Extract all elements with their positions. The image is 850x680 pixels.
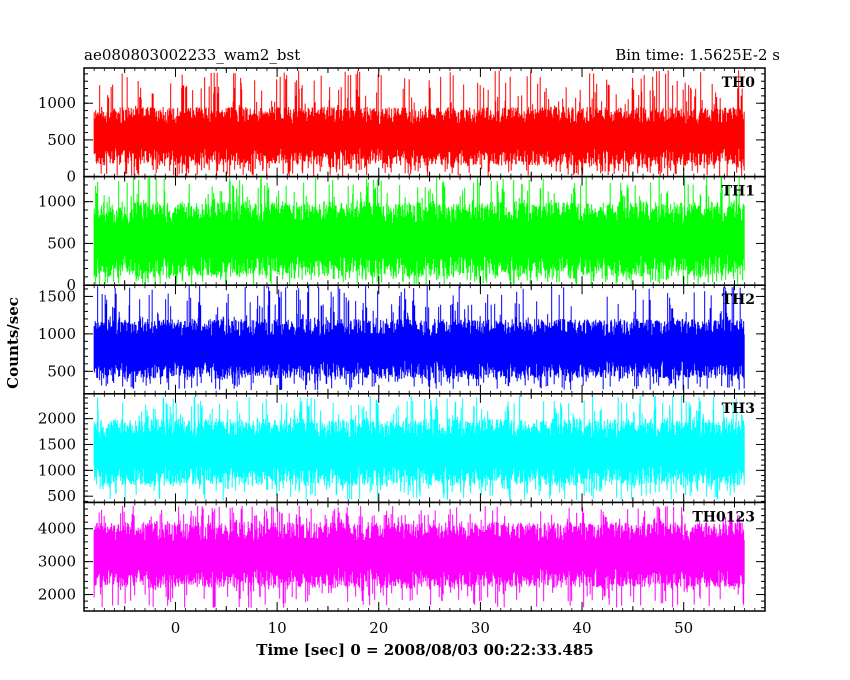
x-tick-label: 40 <box>572 619 591 637</box>
panel-label: TH3 <box>722 401 755 417</box>
series-th3 <box>93 395 745 501</box>
panel-frame <box>83 501 766 612</box>
panel-th0123: 2000 3000 4000 TH0123 <box>38 501 766 612</box>
panel-label: TH0123 <box>692 509 755 525</box>
panel-label: TH2 <box>722 292 755 308</box>
y-axis-label: Counts/sec <box>4 297 22 389</box>
y-tick-label: 500 <box>47 487 76 505</box>
panels-group: 0 500 1000 TH0 0 500 1000 TH1 500 1000 1500 TH2 500 1… <box>38 67 766 612</box>
panel-th2: 500 1000 1500 TH2 <box>38 284 766 395</box>
x-tick-label: 30 <box>471 619 490 637</box>
panel-th3: 500 1000 1500 2000 TH3 <box>38 393 766 505</box>
panel-th0: 0 500 1000 TH0 <box>38 67 766 186</box>
series-th2 <box>93 285 745 390</box>
x-axis-label: Time [sec] 0 = 2008/08/03 00:22:33.485 <box>256 641 593 659</box>
y-tick-label: 1000 <box>38 461 76 479</box>
x-tick-label: 0 <box>171 619 181 637</box>
x-tick-label: 50 <box>674 619 693 637</box>
y-tick-label: 500 <box>47 131 76 149</box>
y-tick-label: 500 <box>47 362 76 380</box>
y-tick-label: 1500 <box>38 435 76 453</box>
y-tick-label: 1000 <box>38 94 76 112</box>
y-tick-label: 4000 <box>38 520 76 538</box>
chart-title: ae080803002233_wam2_bst <box>84 46 300 64</box>
y-tick-label: 2000 <box>38 410 76 428</box>
x-tick-label: 10 <box>268 619 287 637</box>
y-tick-label: 2000 <box>38 586 76 604</box>
series-th0 <box>93 70 745 177</box>
panel-th1: 0 500 1000 TH1 <box>38 175 766 294</box>
panel-label: TH0 <box>722 75 756 91</box>
y-tick-label: 1500 <box>38 287 76 305</box>
y-tick-label: 500 <box>47 234 76 252</box>
y-tick-label: 1000 <box>38 325 76 343</box>
chart-subtitle: Bin time: 1.5625E-2 s <box>615 46 780 64</box>
y-tick-label: 0 <box>66 276 76 294</box>
x-tick-label: 20 <box>369 619 388 637</box>
y-tick-label: 0 <box>66 168 76 186</box>
y-tick-label: 1000 <box>38 193 76 211</box>
y-tick-label: 3000 <box>38 553 76 571</box>
series-th1 <box>93 176 745 286</box>
series-th0123 <box>93 505 745 608</box>
x-axis: 0 10 20 30 40 50 <box>171 619 694 637</box>
panel-label: TH1 <box>722 184 755 200</box>
